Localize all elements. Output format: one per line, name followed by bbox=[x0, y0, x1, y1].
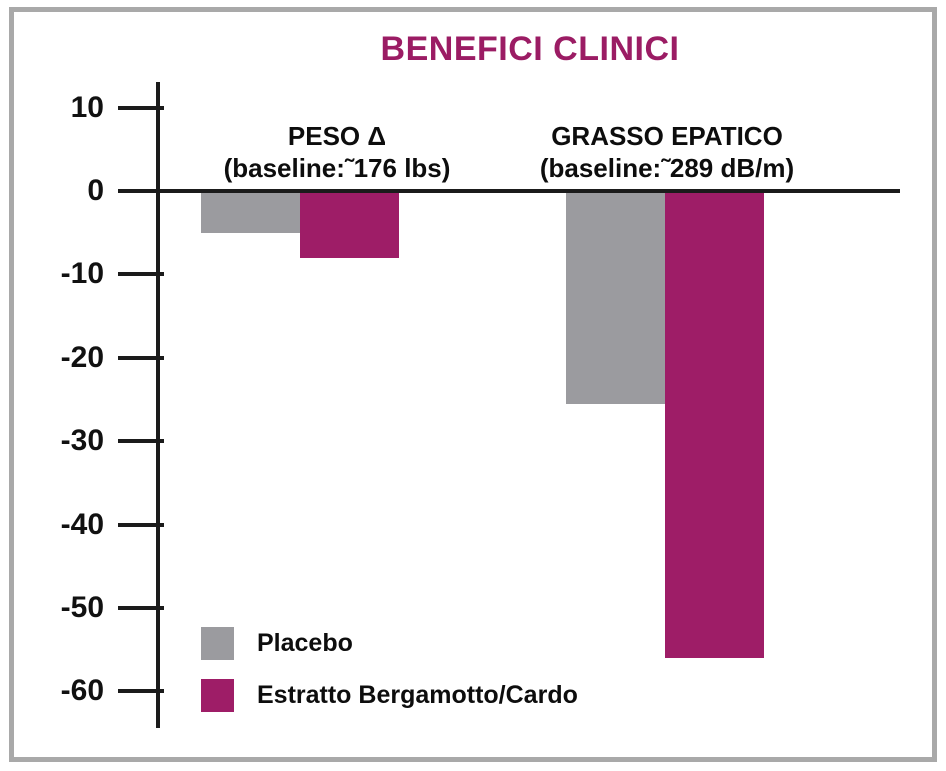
y-tick--20 bbox=[118, 355, 164, 360]
y-tick-label--60: -60 bbox=[60, 674, 104, 708]
y-tick-label--40: -40 bbox=[60, 507, 104, 541]
legend-label-placebo: Placebo bbox=[257, 629, 353, 657]
y-tick--40 bbox=[118, 522, 164, 527]
y-tick-label--10: -10 bbox=[60, 257, 104, 291]
y-tick-label-0: 0 bbox=[87, 174, 104, 207]
y-tick-10 bbox=[118, 105, 164, 110]
legend-item-placebo: Placebo bbox=[201, 627, 578, 660]
y-tick--30 bbox=[118, 439, 164, 444]
y-tick--50 bbox=[118, 606, 164, 610]
bar-placebo-peso bbox=[201, 191, 300, 233]
y-tick-label-10: 10 bbox=[70, 90, 104, 124]
bar-estratto-peso bbox=[300, 191, 399, 258]
group-label-peso-baseline: (baseline:˜176 lbs) bbox=[223, 153, 451, 183]
legend: Placebo Estratto Bergamotto/Cardo bbox=[201, 627, 578, 712]
y-tick-label--20: -20 bbox=[60, 340, 104, 374]
chart-frame-border bbox=[9, 7, 937, 762]
legend-label-estratto: Estratto Bergamotto/Cardo bbox=[257, 681, 578, 709]
group-label-peso-name: PESO Δ bbox=[287, 121, 387, 151]
chart-title: BENEFICI CLINICI bbox=[380, 30, 680, 68]
y-tick-0 bbox=[118, 189, 164, 193]
y-tick-label--50: -50 bbox=[60, 591, 104, 624]
group-label-peso: PESO Δ (baseline:˜176 lbs) bbox=[157, 120, 517, 184]
y-tick-label--30: -30 bbox=[60, 424, 104, 458]
placebo-color-swatch bbox=[201, 627, 234, 660]
group-label-grasso-name: GRASSO EPATICO bbox=[551, 121, 783, 151]
bar-placebo-grasso-epatico bbox=[566, 191, 665, 404]
group-label-grasso-epatico: GRASSO EPATICO (baseline:˜289 dB/m) bbox=[480, 120, 854, 184]
legend-item-estratto: Estratto Bergamotto/Cardo bbox=[201, 679, 578, 712]
bar-estratto-grasso-epatico bbox=[665, 191, 764, 658]
estratto-color-swatch bbox=[201, 679, 234, 712]
y-tick--60 bbox=[118, 689, 164, 694]
y-axis-line bbox=[156, 82, 160, 728]
group-label-grasso-baseline: (baseline:˜289 dB/m) bbox=[539, 153, 795, 183]
zero-baseline bbox=[118, 189, 900, 193]
y-tick--10 bbox=[118, 272, 164, 277]
